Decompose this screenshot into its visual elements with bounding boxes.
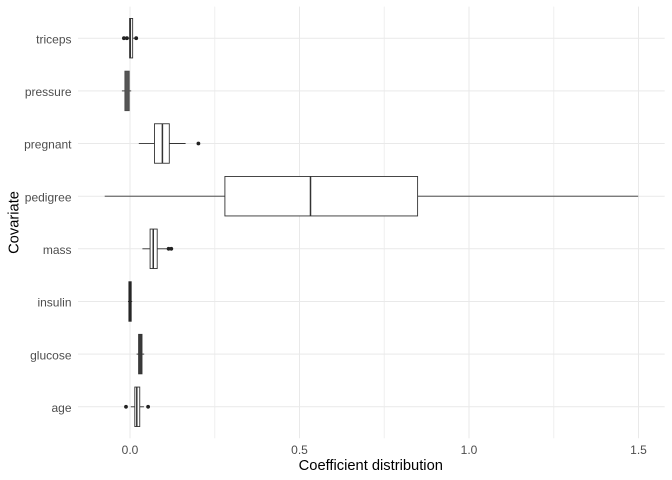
- svg-text:0.0: 0.0: [122, 443, 139, 457]
- svg-text:insulin: insulin: [37, 296, 71, 310]
- svg-text:1.0: 1.0: [461, 443, 478, 457]
- svg-text:triceps: triceps: [36, 32, 71, 46]
- svg-text:mass: mass: [43, 243, 72, 257]
- svg-text:pressure: pressure: [25, 85, 72, 99]
- svg-text:pregnant: pregnant: [24, 138, 72, 152]
- svg-text:glucose: glucose: [30, 348, 72, 362]
- svg-text:1.5: 1.5: [630, 443, 647, 457]
- svg-text:Covariate: Covariate: [6, 191, 22, 254]
- svg-text:pedigree: pedigree: [25, 190, 72, 204]
- svg-text:age: age: [51, 401, 71, 415]
- svg-text:0.5: 0.5: [291, 443, 308, 457]
- svg-text:Coefficient distribution: Coefficient distribution: [299, 458, 443, 474]
